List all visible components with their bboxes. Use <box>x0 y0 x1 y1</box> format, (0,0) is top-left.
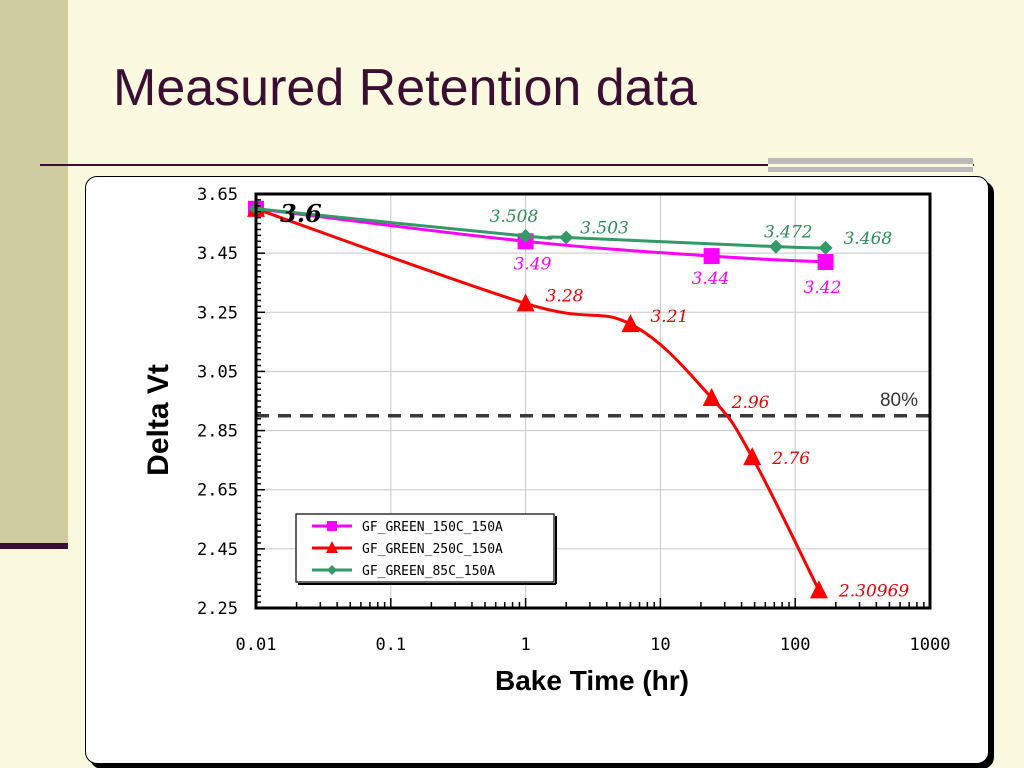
title-decor-bars <box>768 158 973 172</box>
annotation-3-6: 3.6 <box>280 199 322 228</box>
data-label: 3.21 <box>650 307 688 327</box>
x-tick-label: 100 <box>780 635 811 655</box>
x-tick-label: 10 <box>650 635 670 655</box>
legend-marker <box>327 521 337 531</box>
y-tick-label: 2.65 <box>197 481 238 501</box>
data-label: 3.503 <box>580 218 629 238</box>
y-tick-label: 2.45 <box>197 540 238 560</box>
title-rule <box>40 164 974 166</box>
legend: GF_GREEN_150C_150A GF_GREEN_250C_150A GF_G… <box>295 513 557 585</box>
series-0-marker <box>703 248 720 265</box>
legend-marker <box>327 565 337 575</box>
series-0-marker <box>817 254 834 271</box>
legend-label: GF_GREEN_85C_150A <box>362 564 495 579</box>
data-label: 3.49 <box>514 254 552 274</box>
data-label: 3.42 <box>804 278 842 298</box>
legend-marker <box>326 541 338 553</box>
series-1-marker <box>809 580 828 599</box>
series-group <box>247 198 834 599</box>
series-2-marker <box>518 228 533 243</box>
series-2-marker <box>818 240 833 255</box>
x-tick-label: 1 <box>520 635 530 655</box>
series-2-marker <box>768 239 783 254</box>
left-decor-band <box>0 0 68 548</box>
series-2-marker <box>559 230 574 245</box>
y-tick-label: 2.85 <box>197 422 238 442</box>
series-1-marker <box>516 293 535 312</box>
y-axis-label: Delta Vt <box>142 364 175 476</box>
data-label: 3.468 <box>844 229 893 249</box>
data-label: 2.96 <box>731 393 770 413</box>
ref-line-label: 80% <box>880 390 918 411</box>
data-label: 3.472 <box>764 223 813 243</box>
y-tick-label: 3.25 <box>197 303 238 323</box>
x-axis-label: Bake Time (hr) <box>495 665 689 696</box>
legend-label: GF_GREEN_250C_150A <box>362 542 503 557</box>
data-label-group: 3.49 3.44 3.42 3.28 3.21 2.96 2.76 2.30969 3.508… <box>490 207 910 601</box>
series-line-0 <box>255 207 826 264</box>
series-1-marker <box>702 388 721 407</box>
series-line-1 <box>255 207 821 592</box>
legend-label: GF_GREEN_150C_150A <box>362 520 503 535</box>
axes-group: 2.25 2.45 2.65 2.85 3.05 3.25 3.45 3.65 0.01 0.1 1… <box>197 185 950 655</box>
series-1-marker <box>621 314 640 333</box>
x-tick-label: 0.1 <box>375 635 406 655</box>
series-1-marker <box>743 447 762 466</box>
data-label: 3.28 <box>546 286 584 306</box>
data-label: 3.44 <box>692 269 730 289</box>
x-tick-label: 1000 <box>910 635 951 655</box>
y-tick-label: 3.65 <box>197 185 238 205</box>
chart-card <box>85 176 989 764</box>
y-tick-label: 2.25 <box>197 599 238 619</box>
left-accent-bar <box>0 543 68 549</box>
data-label: 2.76 <box>771 449 810 469</box>
data-label: 2.30969 <box>838 581 909 601</box>
y-tick-label: 3.05 <box>197 362 238 382</box>
data-label: 3.508 <box>490 207 539 227</box>
x-tick-label: 0.01 <box>236 635 277 655</box>
y-tick-label: 3.45 <box>197 244 238 264</box>
slide-title: Measured Retention data <box>113 59 697 117</box>
